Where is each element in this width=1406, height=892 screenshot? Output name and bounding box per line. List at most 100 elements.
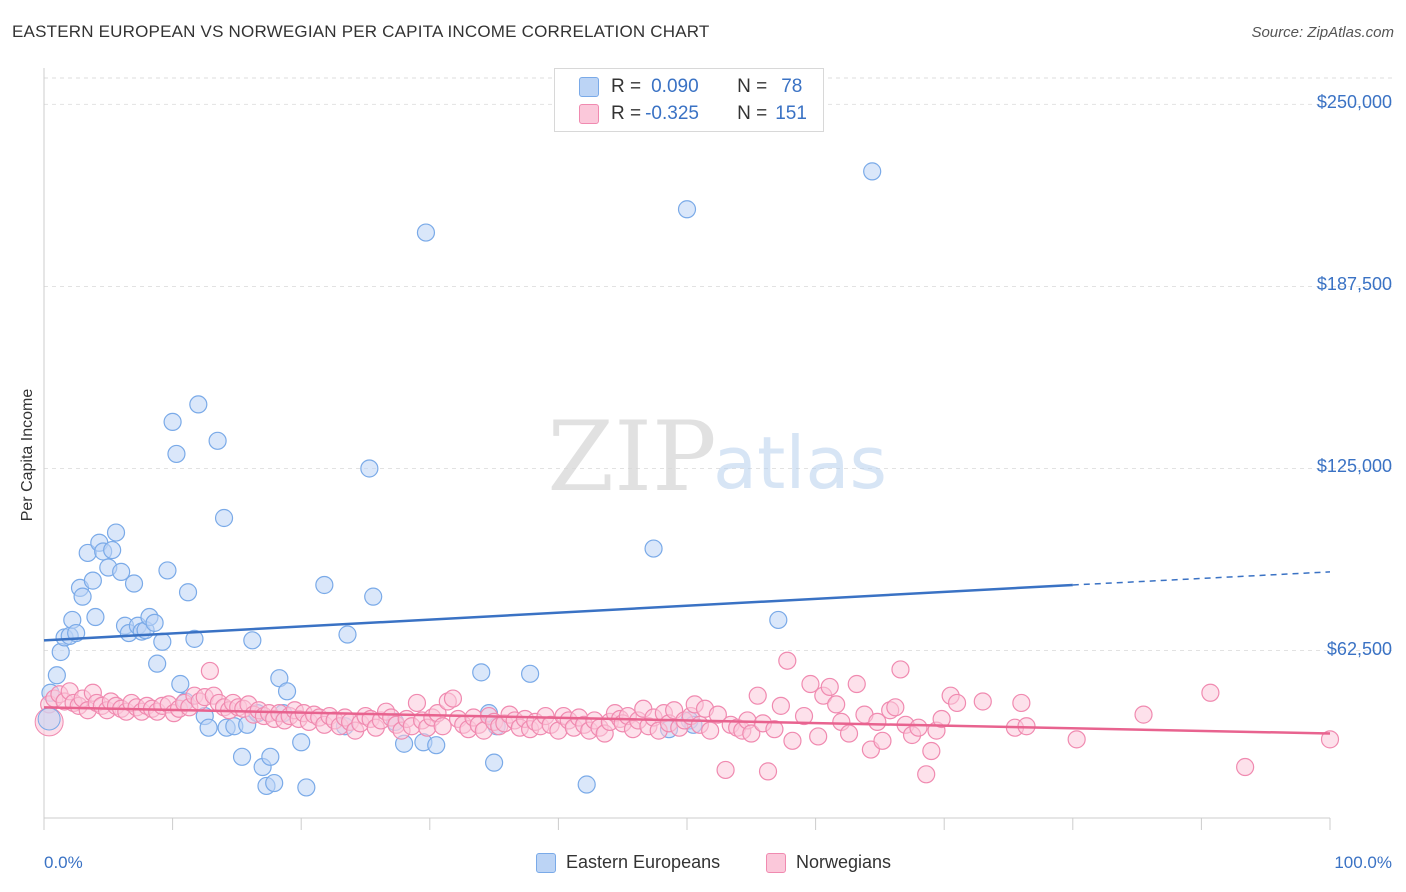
norwegian-point: [1236, 757, 1255, 777]
legend-item-norwegians: Norwegians: [766, 852, 891, 873]
eastern-european-point: [292, 733, 311, 752]
norwegian-point: [801, 674, 820, 694]
eastern-european-point-cluster: [37, 707, 61, 731]
norwegian-point: [771, 696, 790, 715]
norwegian-point: [778, 651, 797, 670]
eastern-european-point: [485, 753, 504, 772]
norwegian-point: [973, 692, 992, 711]
r-label: R =: [611, 76, 642, 97]
watermark-zip: ZIP: [547, 401, 716, 513]
norwegian-point: [1201, 683, 1220, 702]
eastern-european-point: [315, 575, 334, 595]
chart-title: EASTERN EUROPEAN VS NORWEGIAN PER CAPITA…: [12, 22, 710, 41]
legend-swatch-blue: [579, 77, 599, 97]
eastern-european-point: [427, 736, 446, 755]
norwegian-point: [708, 705, 727, 724]
r-value: 0.090: [651, 76, 699, 97]
norwegian-point: [716, 760, 735, 780]
norwegian-point: [701, 721, 720, 740]
trend-line-norwegians: [43, 706, 1331, 735]
eastern-european-point: [86, 607, 105, 627]
norwegian-point: [200, 661, 219, 681]
eastern-european-point: [364, 587, 383, 606]
norwegian-point: [1134, 705, 1153, 724]
y-tick-label: $250,000: [1316, 92, 1392, 113]
eastern-european-point: [261, 747, 280, 766]
norwegian-point: [868, 712, 887, 731]
y-tick-label: $125,000: [1316, 456, 1392, 477]
axes: [43, 68, 1331, 830]
points-layer: [34, 162, 1340, 797]
norwegian-point: [748, 686, 767, 705]
norwegian-point: [932, 709, 951, 729]
norwegian-point: [765, 720, 784, 739]
eastern-european-point: [148, 654, 167, 673]
legend-label: Norwegians: [796, 852, 892, 872]
eastern-european-point: [167, 444, 186, 464]
watermark-atlas: atlas: [713, 421, 887, 505]
eastern-european-point: [232, 747, 252, 766]
y-tick-label: $187,500: [1316, 274, 1392, 295]
eastern-european-point: [338, 625, 357, 644]
eastern-european-point: [277, 682, 297, 701]
eastern-european-point: [106, 523, 126, 542]
eastern-european-point: [199, 718, 218, 737]
r-value: -0.325: [645, 103, 699, 124]
trend-line-eastern-europeans-projection: [1072, 571, 1331, 586]
norwegian-point: [1012, 693, 1031, 713]
norwegian-point: [1067, 730, 1086, 749]
norwegian-point: [847, 674, 866, 694]
eastern-european-point: [124, 574, 144, 593]
legend-item-eastern-europeans: Eastern Europeans: [536, 852, 720, 873]
eastern-european-point: [265, 773, 284, 793]
eastern-european-point: [577, 775, 596, 794]
y-tick-label: $62,500: [1326, 638, 1392, 659]
eastern-european-point: [189, 395, 208, 414]
eastern-european-point: [83, 571, 102, 590]
eastern-european-point: [73, 587, 92, 606]
watermark: ZIP atlas: [547, 401, 887, 513]
eastern-european-point: [185, 629, 204, 648]
eastern-european-point: [360, 459, 379, 478]
source-label: Source: ZipAtlas.com: [1251, 24, 1394, 41]
norwegian-point: [909, 718, 928, 737]
eastern-european-point: [416, 223, 436, 242]
eastern-european-point: [208, 431, 227, 450]
x-tick-label-left: 0.0%: [44, 853, 83, 872]
eastern-european-point: [163, 412, 182, 431]
n-value: 78: [781, 76, 803, 97]
eastern-european-point: [644, 539, 663, 558]
norwegian-point: [758, 762, 778, 781]
norwegian-point: [891, 660, 910, 679]
stats-legend-row-eastern-europeans: R = 0.090 N = 78: [579, 75, 802, 99]
norwegian-point: [783, 731, 802, 750]
norwegian-point: [794, 706, 814, 726]
n-value: 151: [775, 103, 807, 124]
eastern-european-point: [171, 674, 190, 694]
n-label: N =: [737, 76, 768, 97]
eastern-european-point: [178, 583, 198, 602]
norwegian-point: [873, 731, 892, 750]
legend-label: Eastern Europeans: [566, 852, 721, 872]
eastern-european-point: [472, 663, 491, 682]
eastern-european-point: [243, 631, 262, 650]
norwegian-point: [917, 765, 936, 784]
legend-swatch-pink: [579, 104, 599, 124]
norwegian-point: [839, 724, 859, 743]
trend-line-eastern-europeans: [43, 583, 1073, 642]
norwegian-point: [820, 677, 839, 697]
legend-swatch-pink: [766, 852, 786, 873]
eastern-european-point: [769, 610, 788, 630]
eastern-european-point: [112, 562, 131, 581]
norwegian-point: [947, 693, 967, 713]
trend-layer: [43, 571, 1331, 735]
norwegian-point: [886, 698, 905, 717]
norwegian-point: [742, 724, 761, 743]
n-label: N =: [737, 103, 768, 124]
eastern-european-point: [103, 540, 122, 560]
norwegian-point: [922, 741, 941, 761]
x-tick-label-right: 100.0%: [1334, 853, 1392, 872]
eastern-european-point: [297, 778, 316, 797]
norwegian-point: [1320, 730, 1340, 749]
legend-swatch-blue: [536, 852, 556, 873]
